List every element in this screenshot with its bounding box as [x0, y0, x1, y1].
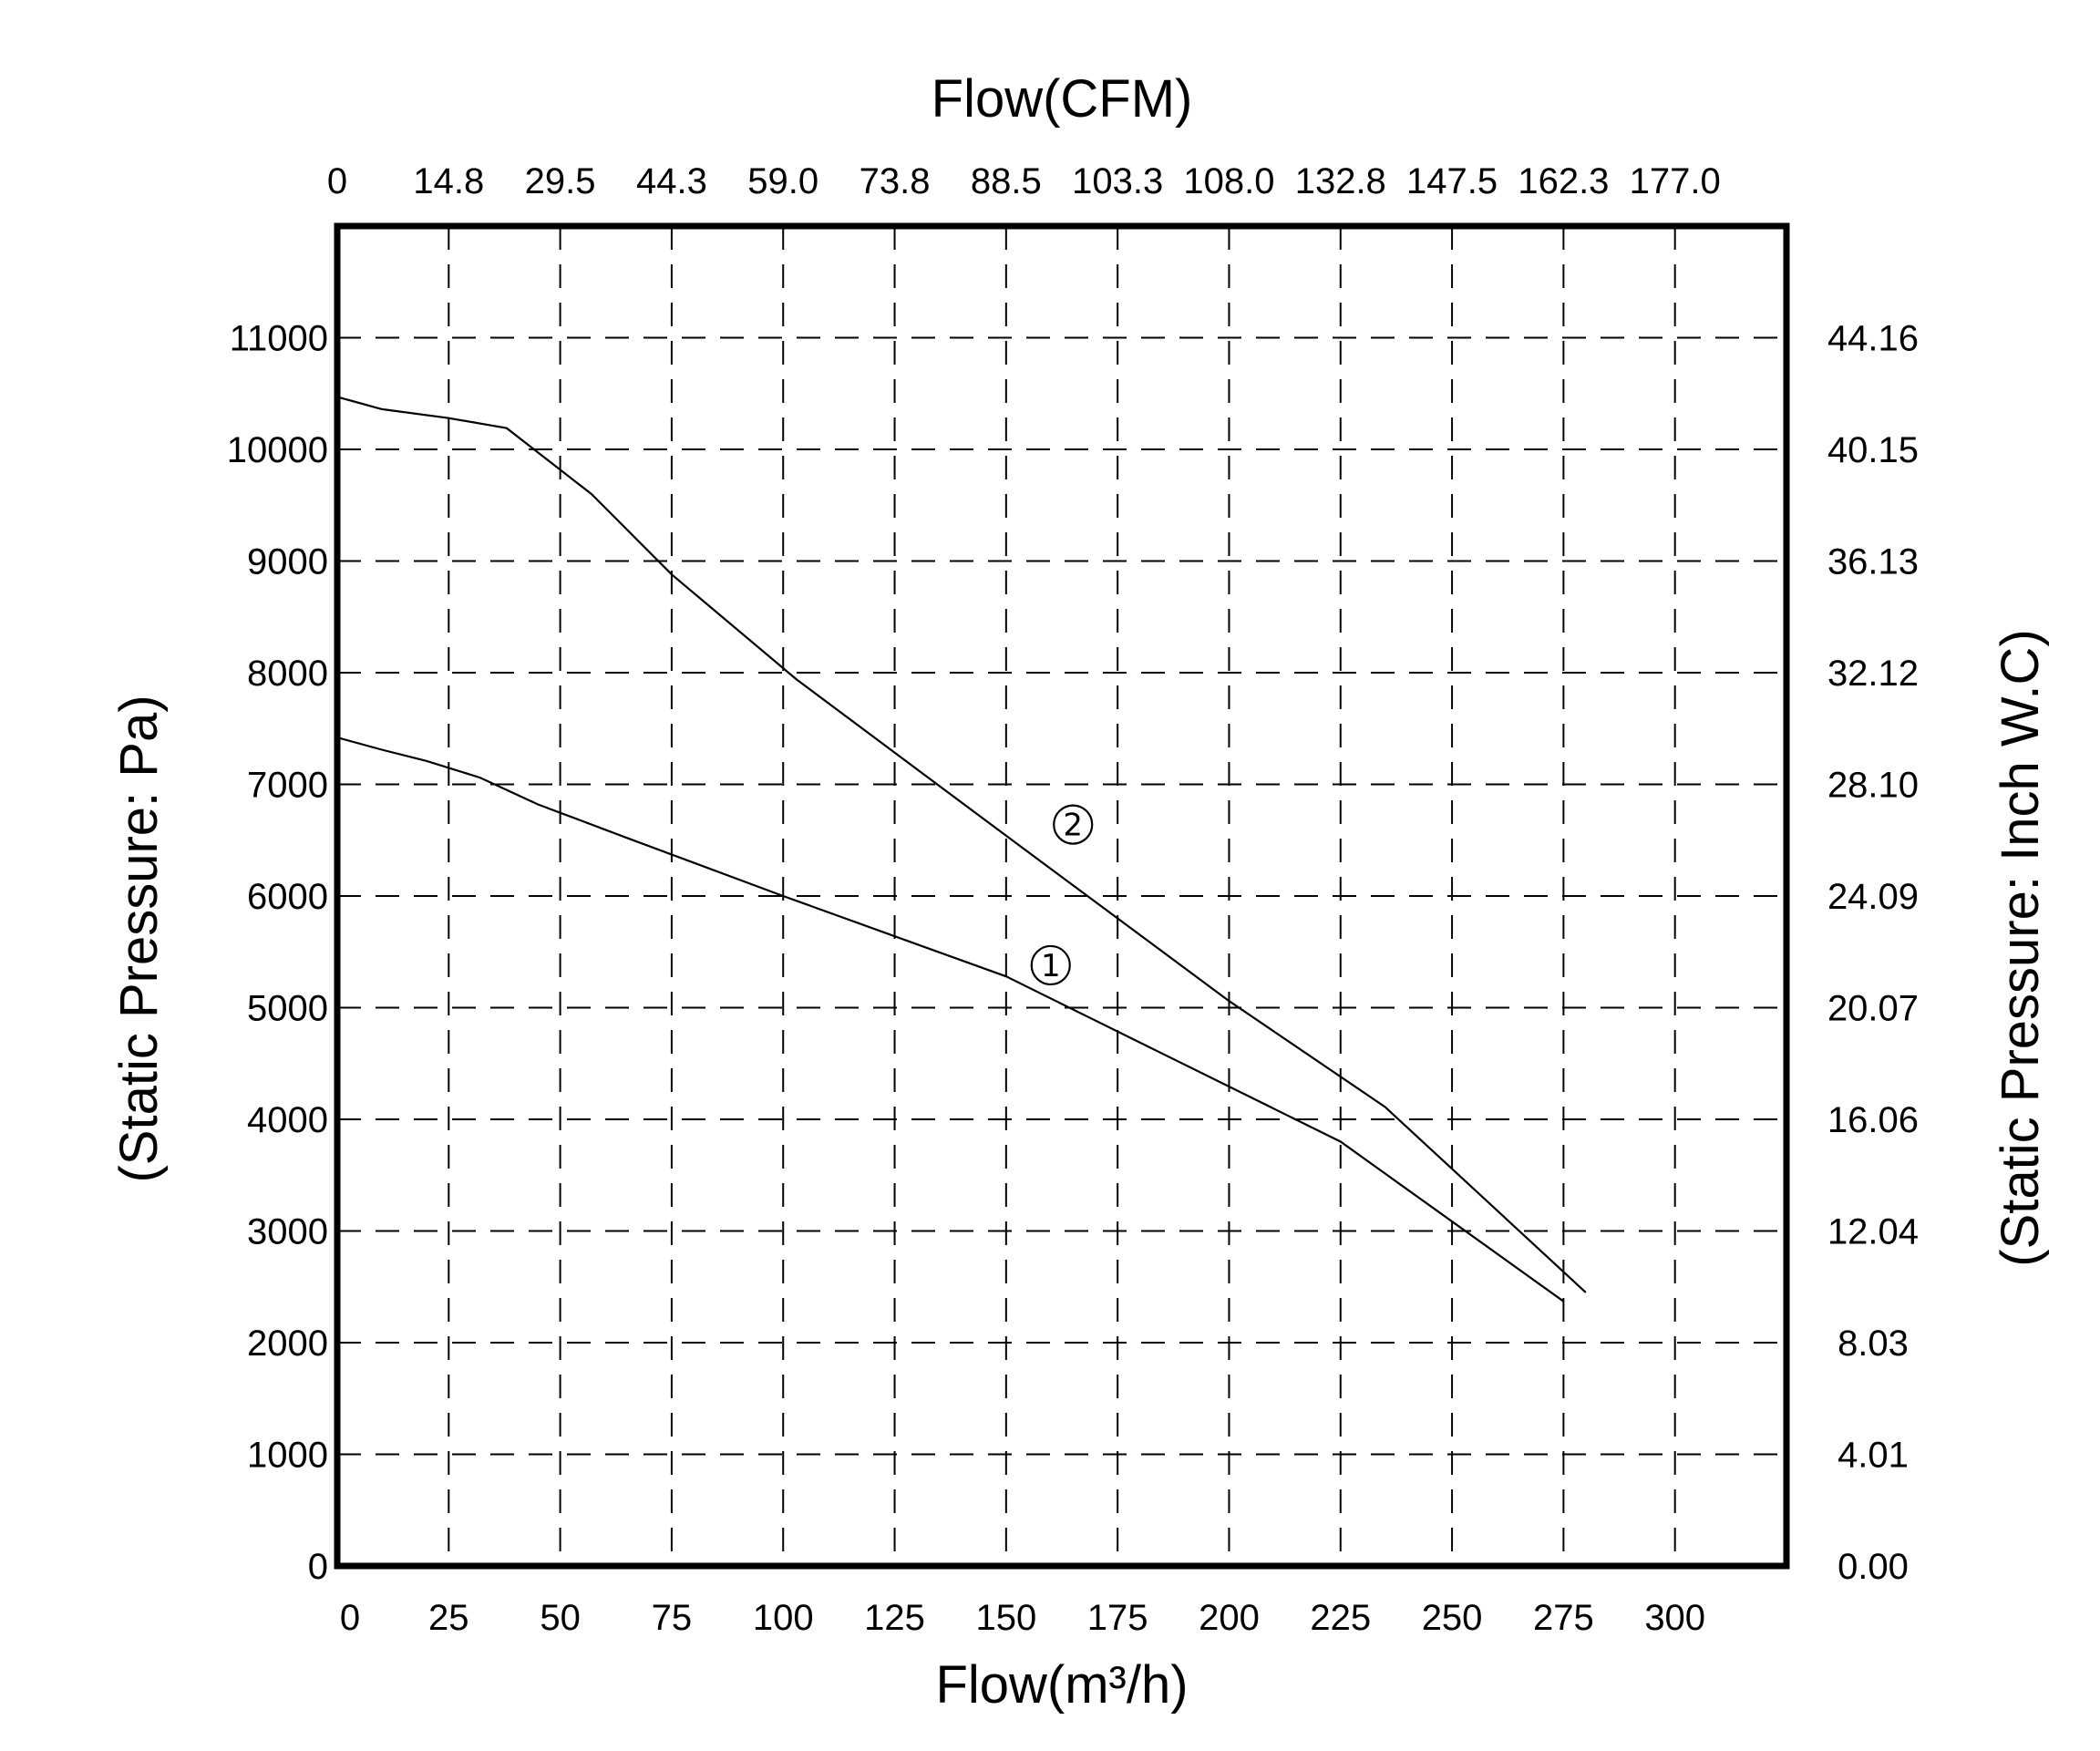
x-bottom-tick-label: 100 — [753, 1598, 814, 1638]
y-left-tick-label: 0 — [308, 1547, 328, 1587]
y-right-tick-label: 4.01 — [1838, 1436, 1909, 1476]
y-left-tick-label: 7000 — [247, 766, 328, 806]
x-bottom-tick-label: 125 — [864, 1598, 925, 1638]
series-layer: 12 — [336, 396, 1587, 1303]
y-right-tick-label: 40.15 — [1827, 430, 1919, 470]
y-left-tick-label: 2000 — [247, 1324, 328, 1364]
y-left-tick-label: 11000 — [230, 319, 328, 359]
y-right-tick-label: 44.16 — [1827, 319, 1919, 359]
y-right-tick-label: 24.09 — [1827, 877, 1919, 917]
title-layer: Flow(m³/h) Flow(CFM) (Static Pressure: P… — [109, 69, 2050, 1715]
grid-layer — [337, 226, 1786, 1566]
y-right-tick-label: 0.00 — [1838, 1547, 1909, 1587]
y-right-tick-label: 8.03 — [1838, 1324, 1909, 1364]
x-bottom-tick-label: 300 — [1644, 1598, 1705, 1638]
y-left-tick-label: 10000 — [227, 430, 328, 470]
x-top-tick-label: 14.8 — [413, 161, 484, 201]
x-top-tick-label: 44.3 — [636, 161, 707, 201]
x-top-tick-label: 147.5 — [1406, 161, 1498, 201]
y-right-tick-label: 32.12 — [1827, 654, 1919, 694]
plot-frame — [334, 222, 1790, 1570]
series-line-2 — [336, 396, 1587, 1293]
x-top-tick-label: 59.0 — [747, 161, 818, 201]
series-marker-circle — [1053, 804, 1094, 845]
x-bottom-tick-label: 0 — [340, 1598, 360, 1638]
x-bottom-tick-label: 225 — [1310, 1598, 1371, 1638]
x-top-tick-label: 177.0 — [1630, 161, 1721, 201]
series-line-1 — [336, 736, 1565, 1303]
x-bottom-tick-label: 175 — [1087, 1598, 1148, 1638]
y-left-tick-label: 1000 — [247, 1436, 328, 1476]
x-bottom-tick-label: 25 — [428, 1598, 469, 1638]
x-bottom-tick-label: 200 — [1199, 1598, 1260, 1638]
x-bottom-tick-label: 75 — [652, 1598, 693, 1638]
x-top-tick-label: 73.8 — [860, 161, 931, 201]
y-left-tick-label: 4000 — [247, 1100, 328, 1140]
x-top-tick-label: 162.3 — [1518, 161, 1609, 201]
x-axis-top-title: Flow(CFM) — [932, 69, 1193, 129]
tick-layer: 002514.85029.57544.310059.012573.815088.… — [227, 161, 1919, 1638]
y-left-tick-label: 6000 — [247, 877, 328, 917]
y-right-tick-label: 12.04 — [1827, 1212, 1919, 1252]
x-top-tick-label: 29.5 — [525, 161, 596, 201]
y-right-tick-label: 20.07 — [1827, 989, 1919, 1029]
x-axis-bottom-title: Flow(m³/h) — [935, 1655, 1188, 1715]
x-bottom-tick-label: 250 — [1422, 1598, 1483, 1638]
y-right-tick-label: 28.10 — [1827, 766, 1919, 806]
series-label-2: 2 — [1063, 808, 1083, 844]
y-right-tick-label: 36.13 — [1827, 542, 1919, 582]
y-right-tick-label: 16.06 — [1827, 1100, 1919, 1140]
y-left-tick-label: 8000 — [247, 654, 328, 694]
y-axis-right-title: (Static Pressure: Inch W.C) — [1991, 629, 2050, 1266]
x-bottom-tick-label: 275 — [1533, 1598, 1594, 1638]
x-top-tick-label: 132.8 — [1295, 161, 1386, 201]
x-bottom-tick-label: 150 — [975, 1598, 1036, 1638]
y-axis-left-title: (Static Pressure: Pa) — [109, 695, 169, 1182]
y-left-tick-label: 3000 — [247, 1212, 328, 1252]
y-left-tick-label: 5000 — [247, 989, 328, 1029]
x-bottom-tick-label: 50 — [540, 1598, 581, 1638]
y-left-tick-label: 9000 — [247, 542, 328, 582]
x-top-tick-label: 88.5 — [971, 161, 1042, 201]
x-top-tick-label: 103.3 — [1072, 161, 1163, 201]
x-top-tick-label: 108.0 — [1183, 161, 1274, 201]
series-label-1: 1 — [1041, 948, 1061, 984]
series-marker-circle — [1030, 944, 1071, 986]
x-top-tick-label: 0 — [327, 161, 347, 201]
